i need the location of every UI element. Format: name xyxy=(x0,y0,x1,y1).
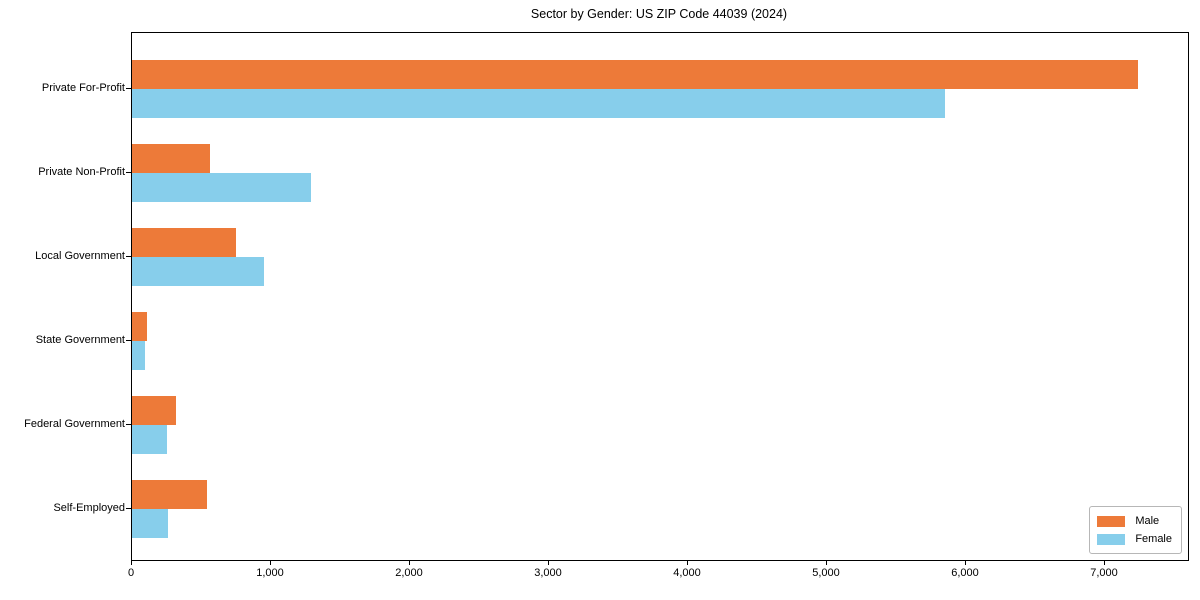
bar-male-self-employed xyxy=(132,480,207,509)
x-axis-tick-label: 2,000 xyxy=(395,567,423,579)
y-axis-label-private-for-profit: Private For-Profit xyxy=(41,82,125,94)
legend: Male Female xyxy=(1089,506,1182,554)
y-axis-label-local-government: Local Government xyxy=(35,250,125,262)
bar-female-local-government xyxy=(132,257,264,286)
bar-female-self-employed xyxy=(132,509,168,538)
y-axis-tick xyxy=(126,172,131,173)
bar-male-local-government xyxy=(132,228,236,257)
y-axis-label-federal-government: Federal Government xyxy=(24,418,125,430)
y-axis-tick xyxy=(126,256,131,257)
chart-title: Sector by Gender: US ZIP Code 44039 (202… xyxy=(530,7,788,21)
x-axis-tick-label: 1,000 xyxy=(256,567,284,579)
legend-swatch-male xyxy=(1097,515,1126,527)
x-axis-tick-label: 6,000 xyxy=(951,567,979,579)
bar-female-federal-government xyxy=(132,425,167,454)
x-axis-tick-label: 7,000 xyxy=(1090,567,1118,579)
bar-male-private-non-profit xyxy=(132,144,210,173)
x-axis-tick xyxy=(1104,560,1105,565)
bar-male-private-for-profit xyxy=(132,60,1138,89)
y-axis-label-private-non-profit: Private Non-Profit xyxy=(38,166,125,178)
bar-female-state-government xyxy=(132,341,145,370)
legend-label-female: Female xyxy=(1135,532,1172,545)
plot-area xyxy=(131,32,1189,561)
y-axis-tick xyxy=(126,340,131,341)
legend-label-male: Male xyxy=(1135,514,1160,527)
x-axis-tick xyxy=(965,560,966,565)
bar-female-private-non-profit xyxy=(132,173,311,202)
legend-entry-male: Male xyxy=(1097,512,1172,530)
legend-swatch-female xyxy=(1097,533,1126,545)
y-axis-label-self-employed: Self-Employed xyxy=(53,502,125,514)
x-axis-tick-label: 3,000 xyxy=(534,567,562,579)
bar-male-state-government xyxy=(132,312,147,341)
bar-male-federal-government xyxy=(132,396,176,425)
x-axis-tick xyxy=(826,560,827,565)
y-axis-tick xyxy=(126,424,131,425)
bar-female-private-for-profit xyxy=(132,89,945,118)
legend-entry-female: Female xyxy=(1097,530,1172,548)
x-axis-tick-label: 5,000 xyxy=(812,567,840,579)
y-axis-tick xyxy=(126,508,131,509)
x-axis-tick xyxy=(409,560,410,565)
x-axis-tick xyxy=(687,560,688,565)
x-axis-tick xyxy=(270,560,271,565)
x-axis-tick-label: 4,000 xyxy=(673,567,701,579)
x-axis-tick xyxy=(131,560,132,565)
y-axis-label-state-government: State Government xyxy=(35,334,125,346)
x-axis-tick-label: 0 xyxy=(127,567,135,579)
x-axis-tick xyxy=(548,560,549,565)
y-axis-tick xyxy=(126,88,131,89)
